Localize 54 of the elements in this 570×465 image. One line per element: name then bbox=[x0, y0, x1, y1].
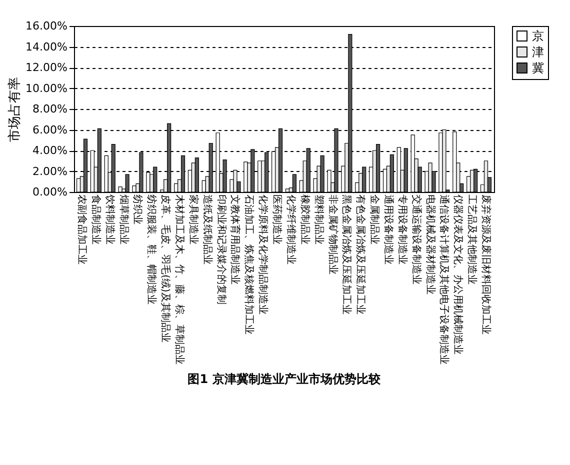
x-tick-label: 木材加工及木、竹、藤、棕、草制品业 bbox=[174, 194, 186, 364]
y-tick-label: 0.00% bbox=[32, 186, 68, 198]
y-tick-label: 2.00% bbox=[32, 164, 68, 178]
x-tick-label: 非金属矿物制品业 bbox=[326, 194, 339, 274]
bar bbox=[292, 174, 296, 192]
y-tick-label: 4.00% bbox=[32, 144, 68, 157]
x-tick-label: 专用设备制造业 bbox=[396, 194, 408, 264]
x-tick-label: 黑色金属冶炼及压延加工业 bbox=[340, 194, 353, 314]
x-tick-label: 仪器仪表及文化、办公用机械制造业 bbox=[452, 194, 464, 354]
x-tick-label: 通用设备制造业 bbox=[382, 194, 394, 264]
x-tick-label: 纺织服装、鞋、帽制造业 bbox=[146, 194, 158, 304]
x-tick-label: 医药制造业 bbox=[271, 194, 284, 244]
x-tick-label: 食品制造业 bbox=[90, 194, 102, 244]
x-tick-label: 工艺品及其他制造业 bbox=[466, 194, 478, 284]
x-tick-label: 皮革、毛皮、羽毛(绒)及其制品业 bbox=[160, 194, 172, 342]
x-tick-label: 饮料制造业 bbox=[104, 194, 116, 244]
bar bbox=[428, 162, 432, 192]
y-tick-label: 8.00% bbox=[32, 102, 68, 116]
y-tick-label: 10.00% bbox=[26, 82, 68, 95]
bar bbox=[404, 148, 408, 192]
bar bbox=[278, 128, 283, 192]
y-tick-label: 6.00% bbox=[32, 123, 68, 136]
bar bbox=[285, 188, 290, 192]
x-tick-label: 塑料制品业 bbox=[312, 194, 325, 244]
x-tick-label: 造纸及纸制品业 bbox=[201, 194, 214, 264]
x-tick-label: 交通运输设备制造业 bbox=[410, 194, 422, 284]
x-tick-label: 橡胶制品业 bbox=[298, 194, 311, 244]
x-tick-label: 化学纤维制造业 bbox=[284, 194, 297, 264]
legend-label: 冀 bbox=[532, 61, 544, 75]
y-tick-label: 16.00% bbox=[26, 20, 68, 32]
x-tick-label: 家具制造业 bbox=[187, 194, 200, 244]
x-tick-label: 金属制品业 bbox=[368, 194, 381, 244]
bar bbox=[104, 155, 108, 192]
x-tick-label: 文教体育用品制造业 bbox=[229, 194, 242, 284]
legend-label: 京 bbox=[532, 29, 544, 43]
x-tick-label: 农副食品加工业 bbox=[76, 194, 88, 264]
x-tick-label: 废弃资源及废旧材料回收加工业 bbox=[480, 194, 492, 334]
x-tick-label: 有色金属冶炼及压延加工业 bbox=[354, 194, 367, 314]
x-tick-label: 印刷业和记录媒介的复制 bbox=[215, 194, 228, 304]
legend-label: 津 bbox=[532, 45, 544, 59]
y-axis-title: 市场占有率 bbox=[6, 77, 23, 142]
x-tick-label: 化学原料及化学制品制造业 bbox=[257, 194, 270, 314]
x-tick-label: 通信设备计算机及其他电子设备制造业 bbox=[438, 194, 450, 364]
bar bbox=[320, 155, 324, 192]
bar bbox=[97, 128, 102, 192]
x-tick-label: 电器机械及器材制造业 bbox=[424, 194, 436, 294]
bar bbox=[362, 166, 366, 192]
x-tick-label: 纺织业 bbox=[132, 194, 144, 224]
x-tick-label: 石油加工、炼焦及核燃料加工业 bbox=[243, 194, 256, 334]
y-tick-label: 14.00% bbox=[26, 40, 68, 54]
x-tick-label: 烟草制品业 bbox=[118, 194, 130, 244]
y-tick-label: 12.00% bbox=[26, 61, 68, 74]
bar bbox=[125, 174, 130, 192]
text: 图1 京津冀制造业产业市场优势比较 bbox=[188, 372, 382, 386]
